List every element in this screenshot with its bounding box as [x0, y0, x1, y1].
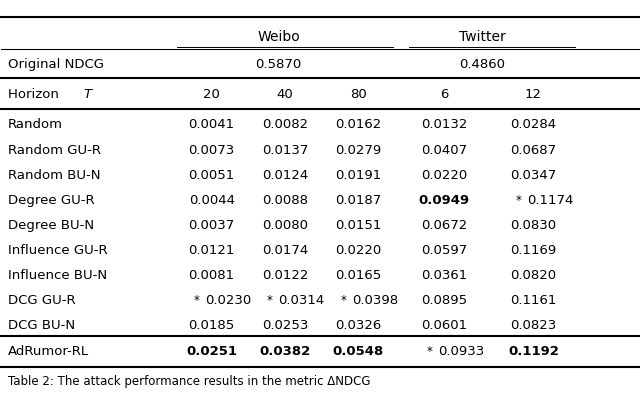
Text: 0.4860: 0.4860	[460, 58, 506, 71]
Text: 0.0041: 0.0041	[189, 118, 235, 132]
Text: *: *	[516, 194, 522, 207]
Text: Weibo: Weibo	[257, 30, 300, 44]
Text: 0.0830: 0.0830	[511, 219, 557, 232]
Text: 0.0165: 0.0165	[335, 269, 381, 282]
Text: 0.0601: 0.0601	[421, 319, 467, 332]
Text: 0.1192: 0.1192	[508, 345, 559, 358]
Text: 0.0820: 0.0820	[511, 269, 557, 282]
Text: AdRumor-RL: AdRumor-RL	[8, 345, 89, 358]
Text: 0.0347: 0.0347	[510, 169, 557, 182]
Text: 0.0174: 0.0174	[262, 244, 308, 257]
Text: 40: 40	[276, 88, 293, 101]
Text: 0.0088: 0.0088	[262, 194, 308, 207]
Text: 0.0082: 0.0082	[262, 118, 308, 132]
Text: Random: Random	[8, 118, 63, 132]
Text: 0.0361: 0.0361	[421, 269, 467, 282]
Text: Random GU-R: Random GU-R	[8, 143, 100, 156]
Text: Influence BU-N: Influence BU-N	[8, 269, 107, 282]
Text: Original NDCG: Original NDCG	[8, 58, 104, 71]
Text: 0.1161: 0.1161	[510, 294, 557, 307]
Text: 0.0162: 0.0162	[335, 118, 381, 132]
Text: 0.0326: 0.0326	[335, 319, 381, 332]
Text: 20: 20	[204, 88, 220, 101]
Text: 0.0185: 0.0185	[189, 319, 235, 332]
Text: 0.0398: 0.0398	[352, 294, 398, 307]
Text: 0.0284: 0.0284	[511, 118, 557, 132]
Text: 0.0037: 0.0037	[189, 219, 235, 232]
Text: Degree BU-N: Degree BU-N	[8, 219, 94, 232]
Text: 0.0823: 0.0823	[510, 319, 557, 332]
Text: 0.0687: 0.0687	[511, 143, 557, 156]
Text: DCG BU-N: DCG BU-N	[8, 319, 75, 332]
Text: 0.1174: 0.1174	[527, 194, 573, 207]
Text: 0.1169: 0.1169	[510, 244, 557, 257]
Text: Influence GU-R: Influence GU-R	[8, 244, 108, 257]
Text: 0.0279: 0.0279	[335, 143, 381, 156]
Text: 0.0382: 0.0382	[259, 345, 310, 358]
Text: 0.0251: 0.0251	[186, 345, 237, 358]
Text: 80: 80	[350, 88, 367, 101]
Text: 0.0597: 0.0597	[421, 244, 467, 257]
Text: 0.0132: 0.0132	[421, 118, 467, 132]
Text: 0.0187: 0.0187	[335, 194, 381, 207]
Text: 0.0949: 0.0949	[419, 194, 470, 207]
Text: 0.0044: 0.0044	[189, 194, 235, 207]
Text: 0.0220: 0.0220	[421, 169, 467, 182]
Text: 0.0051: 0.0051	[189, 169, 235, 182]
Text: 0.0895: 0.0895	[421, 294, 467, 307]
Text: Table 2: The attack performance results in the metric ΔNDCG: Table 2: The attack performance results …	[8, 375, 371, 388]
Text: 0.0191: 0.0191	[335, 169, 381, 182]
Text: 0.0137: 0.0137	[262, 143, 308, 156]
Text: *: *	[340, 294, 346, 307]
Text: Random BU-N: Random BU-N	[8, 169, 100, 182]
Text: *: *	[194, 294, 200, 307]
Text: 0.5870: 0.5870	[255, 58, 301, 71]
Text: 6: 6	[440, 88, 449, 101]
Text: 0.0548: 0.0548	[333, 345, 384, 358]
Text: DCG GU-R: DCG GU-R	[8, 294, 76, 307]
Text: 0.0933: 0.0933	[438, 345, 484, 358]
Text: Horizon: Horizon	[8, 88, 63, 101]
Text: Twitter: Twitter	[459, 30, 506, 44]
Text: 0.0121: 0.0121	[189, 244, 235, 257]
Text: 0.0073: 0.0073	[189, 143, 235, 156]
Text: *: *	[267, 294, 273, 307]
Text: 0.0151: 0.0151	[335, 219, 381, 232]
Text: 0.0253: 0.0253	[262, 319, 308, 332]
Text: 0.0220: 0.0220	[335, 244, 381, 257]
Text: 0.0122: 0.0122	[262, 269, 308, 282]
Text: Degree GU-R: Degree GU-R	[8, 194, 94, 207]
Text: 0.0124: 0.0124	[262, 169, 308, 182]
Text: T: T	[83, 88, 91, 101]
Text: 0.0407: 0.0407	[421, 143, 467, 156]
Text: 0.0081: 0.0081	[189, 269, 235, 282]
Text: *: *	[426, 345, 432, 358]
Text: 12: 12	[525, 88, 542, 101]
Text: 0.0314: 0.0314	[278, 294, 325, 307]
Text: 0.0672: 0.0672	[421, 219, 467, 232]
Text: 0.0230: 0.0230	[205, 294, 252, 307]
Text: 0.0080: 0.0080	[262, 219, 308, 232]
